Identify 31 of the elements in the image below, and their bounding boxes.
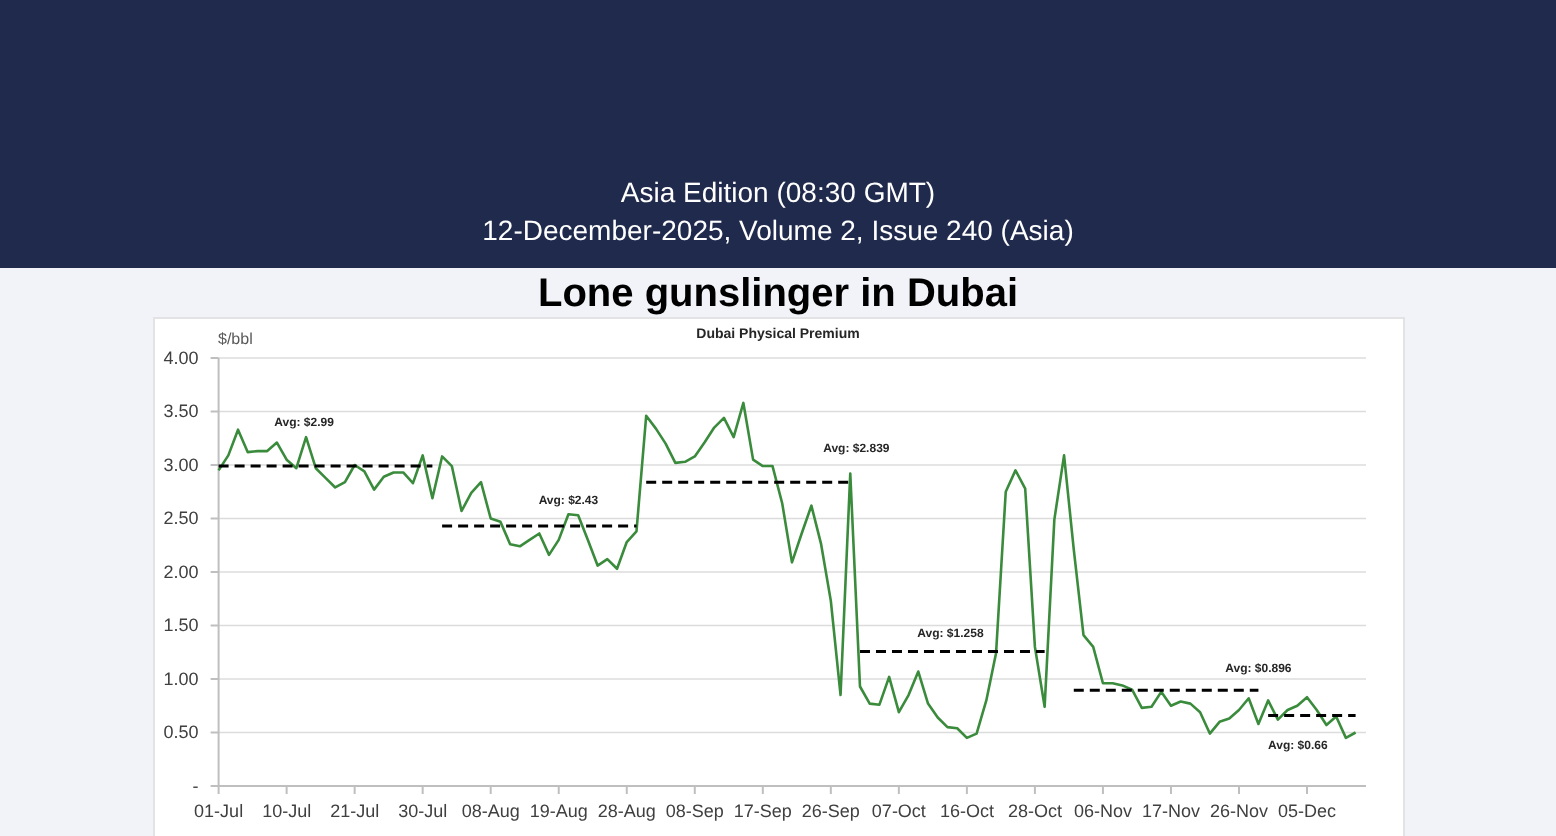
- y-tick-label: 3.00: [163, 454, 199, 475]
- y-tick-label: 1.00: [163, 668, 199, 689]
- x-tick-label: 16-Oct: [939, 800, 995, 821]
- x-tick-label: 06-Nov: [1073, 800, 1133, 821]
- y-tick-label: 2.00: [163, 561, 199, 582]
- y-tick-label: -: [192, 775, 199, 796]
- y-tick-label: 0.50: [163, 722, 199, 743]
- text: 12-December-2025, Volume 2, Issue 240 (Asia): [482, 214, 1074, 246]
- x-tick-label: 28-Oct: [1007, 800, 1063, 821]
- x-tick-label: 26-Sep: [801, 800, 860, 821]
- line-series: [217, 401, 1357, 740]
- x-tick-label: 28-Aug: [597, 800, 656, 821]
- x-tick-label: 21-Jul: [330, 800, 380, 821]
- y-tick-label: 4.00: [163, 347, 199, 368]
- y-tick-label: 3.50: [163, 401, 199, 422]
- x-tick-label: 30-Jul: [398, 800, 448, 821]
- x-tick-label: 07-Oct: [871, 800, 927, 821]
- y-tick-label: 2.50: [163, 508, 199, 529]
- x-tick-label: 26-Nov: [1209, 800, 1269, 821]
- x-tick-label: 10-Jul: [262, 800, 312, 821]
- y-axis-title: $/bbl: [218, 330, 254, 348]
- x-tick-label: 01-Jul: [194, 800, 244, 821]
- text: Asia Edition (08:30 GMT): [620, 176, 936, 208]
- x-tick-label: 17-Sep: [733, 800, 792, 821]
- y-tick-label: 1.50: [163, 615, 199, 636]
- x-tick-label: 08-Sep: [665, 800, 724, 821]
- chart-title: Lone gunslinger in Dubai: [538, 272, 1018, 316]
- x-tick-label: 17-Nov: [1141, 800, 1201, 821]
- x-tick-label: 08-Aug: [461, 800, 520, 821]
- x-tick-label: 05-Dec: [1277, 800, 1338, 821]
- x-tick-label: 19-Aug: [529, 800, 588, 821]
